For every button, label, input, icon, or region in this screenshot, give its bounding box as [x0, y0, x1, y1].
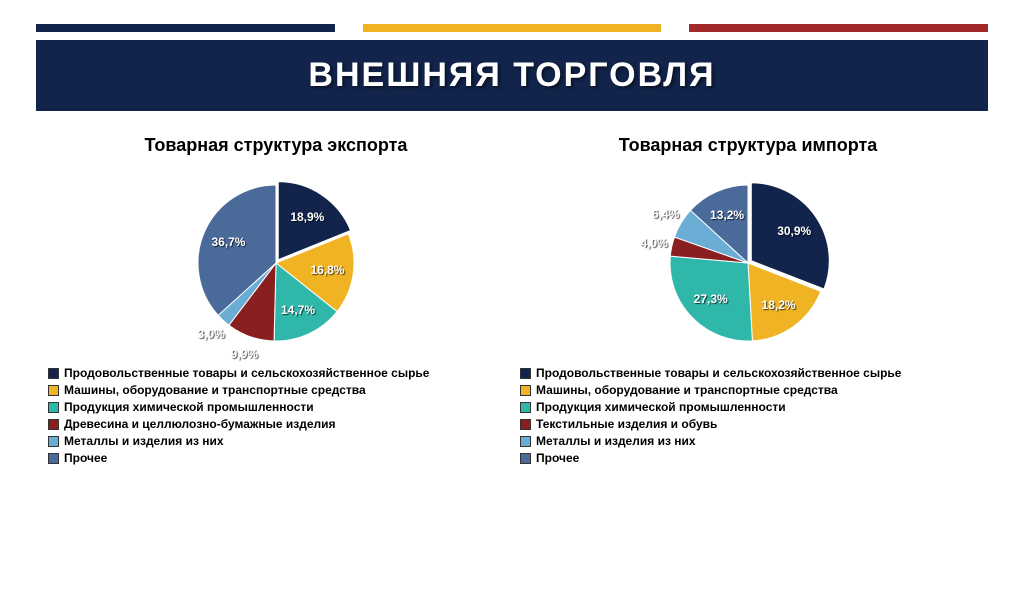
legend-label: Текстильные изделия и обувь	[536, 417, 717, 431]
pie-data-label: 18,2%	[762, 298, 796, 312]
pie-data-label: 6,4%	[652, 207, 679, 221]
pie-data-label: 14,7%	[281, 303, 315, 317]
pie-data-label: 4,0%	[640, 236, 667, 250]
title-bar: ВНЕШНЯЯ ТОРГОВЛЯ	[36, 40, 988, 111]
legend-swatch	[520, 368, 531, 379]
legend-item: Прочее	[520, 451, 901, 465]
legend-swatch	[48, 368, 59, 379]
pie-data-label: 13,2%	[710, 208, 744, 222]
legend-label: Машины, оборудование и транспортные сред…	[536, 383, 838, 397]
legend-item: Металлы и изделия из них	[48, 434, 429, 448]
legend-swatch	[48, 453, 59, 464]
legend-swatch	[48, 436, 59, 447]
pie-data-label: 16,8%	[310, 263, 344, 277]
legend-label: Машины, оборудование и транспортные сред…	[64, 383, 366, 397]
stripe-1	[363, 24, 662, 32]
legend-label: Металлы и изделия из них	[536, 434, 696, 448]
top-stripes	[36, 24, 988, 32]
legend-label: Металлы и изделия из них	[64, 434, 224, 448]
pie-chart: 18,9% 16,8% 14,7% 9,9% 3,0% 36,7%	[156, 168, 396, 358]
pie-data-label: 30,9%	[777, 224, 811, 238]
legend-item: Продукция химической промышленности	[48, 400, 429, 414]
legend-swatch	[48, 402, 59, 413]
legend-item: Древесина и целлюлозно-бумажные изделия	[48, 417, 429, 431]
legend-item: Текстильные изделия и обувь	[520, 417, 901, 431]
pie-data-label: 27,3%	[694, 292, 728, 306]
pie-chart: 30,9% 18,2% 27,3% 4,0% 6,4% 13,2%	[628, 168, 868, 358]
legend-swatch	[520, 385, 531, 396]
legend: Продовольственные товары и сельскохозяйс…	[40, 366, 429, 468]
legend-item: Продовольственные товары и сельскохозяйс…	[520, 366, 901, 380]
pie-data-label: 3,0%	[197, 327, 224, 341]
stripe-0	[36, 24, 335, 32]
legend-swatch	[48, 385, 59, 396]
legend-swatch	[48, 419, 59, 430]
legend-item: Прочее	[48, 451, 429, 465]
legend-item: Продукция химической промышленности	[520, 400, 901, 414]
pie-data-label: 18,9%	[290, 210, 324, 224]
page-title: ВНЕШНЯЯ ТОРГОВЛЯ	[36, 56, 988, 95]
legend-swatch	[520, 453, 531, 464]
charts-row: Товарная структура экспорта 18,9% 16,8% 14,…	[0, 135, 1024, 468]
legend-label: Прочее	[536, 451, 579, 465]
legend-label: Продукция химической промышленности	[536, 400, 786, 414]
legend: Продовольственные товары и сельскохозяйс…	[512, 366, 901, 468]
legend-label: Продовольственные товары и сельскохозяйс…	[536, 366, 901, 380]
legend-swatch	[520, 419, 531, 430]
chart-title: Товарная структура экспорта	[145, 135, 408, 156]
legend-label: Древесина и целлюлозно-бумажные изделия	[64, 417, 336, 431]
legend-label: Продукция химической промышленности	[64, 400, 314, 414]
legend-item: Металлы и изделия из них	[520, 434, 901, 448]
legend-item: Машины, оборудование и транспортные сред…	[520, 383, 901, 397]
chart-col-1: Товарная структура импорта 30,9% 18,2% 27,3…	[512, 135, 984, 468]
legend-swatch	[520, 402, 531, 413]
legend-item: Машины, оборудование и транспортные сред…	[48, 383, 429, 397]
legend-item: Продовольственные товары и сельскохозяйс…	[48, 366, 429, 380]
legend-label: Прочее	[64, 451, 107, 465]
chart-title: Товарная структура импорта	[619, 135, 878, 156]
pie-data-label: 9,9%	[231, 347, 258, 361]
stripe-2	[689, 24, 988, 32]
chart-col-0: Товарная структура экспорта 18,9% 16,8% 14,…	[40, 135, 512, 468]
legend-swatch	[520, 436, 531, 447]
pie-data-label: 36,7%	[211, 235, 245, 249]
legend-label: Продовольственные товары и сельскохозяйс…	[64, 366, 429, 380]
